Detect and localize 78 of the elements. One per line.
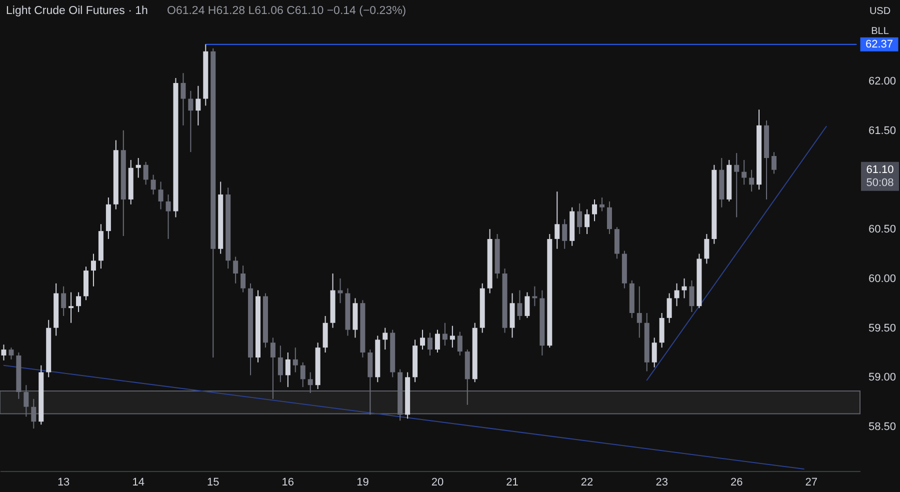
candlestick xyxy=(682,278,687,299)
x-tick-label: 15 xyxy=(207,476,220,488)
candlestick xyxy=(652,337,657,368)
candlestick xyxy=(300,362,306,388)
candlestick xyxy=(68,292,74,324)
x-tick-label: 23 xyxy=(656,476,668,488)
candlestick xyxy=(704,234,710,264)
candlestick xyxy=(150,174,156,196)
y-tick-label: 62.00 xyxy=(868,75,896,88)
candlestick xyxy=(524,292,530,318)
candlestick xyxy=(674,282,680,307)
x-tick-label: 21 xyxy=(506,476,518,488)
chart-title: Light Crude Oil Futures · 1h xyxy=(6,5,148,17)
candlestick xyxy=(592,198,598,222)
candlestick xyxy=(1,344,6,361)
candlestick xyxy=(308,372,313,394)
candlestick xyxy=(577,202,582,235)
candlestick xyxy=(434,329,440,354)
candlestick xyxy=(457,331,462,356)
candlestick xyxy=(143,161,148,186)
candlestick xyxy=(90,253,96,287)
candlestick xyxy=(31,398,36,430)
candlestick xyxy=(554,191,560,250)
text: 61.10 xyxy=(866,164,894,176)
candlestick xyxy=(562,218,568,250)
y-tick-label: 59.50 xyxy=(868,322,896,334)
candlestick xyxy=(689,280,694,313)
candlestick xyxy=(233,256,238,284)
candlestick xyxy=(532,286,538,307)
candlestick xyxy=(166,194,171,240)
candlestick xyxy=(196,85,201,126)
data-label: 62.37 xyxy=(865,38,894,50)
candlestick xyxy=(382,327,388,350)
candlestick xyxy=(8,347,14,360)
candlestick xyxy=(636,286,642,338)
candlestick xyxy=(338,278,343,304)
y-tick-label: 60.50 xyxy=(868,224,896,236)
x-tick-label: 27 xyxy=(805,476,818,488)
candlestick xyxy=(734,152,740,218)
candlestick xyxy=(749,169,754,192)
candlestick xyxy=(285,352,290,388)
text: USD xyxy=(869,6,891,17)
candlestick xyxy=(136,157,141,178)
candlestick xyxy=(442,322,448,346)
candlestick xyxy=(270,337,276,400)
candlestick xyxy=(278,345,283,383)
x-tick-label: 13 xyxy=(57,476,70,488)
candlestick xyxy=(76,292,82,313)
candlestick xyxy=(428,332,432,356)
candlestick xyxy=(742,159,747,186)
candlestick xyxy=(24,384,29,418)
y-tick-label: 58.50 xyxy=(868,421,896,434)
x-tick-label: 20 xyxy=(431,476,444,488)
y-tick-label: 60.00 xyxy=(868,272,896,285)
x-tick-label: 14 xyxy=(132,476,144,488)
text: BLL xyxy=(871,26,890,37)
candlestick xyxy=(420,329,426,350)
candlestick xyxy=(180,72,186,126)
x-tick-label: 19 xyxy=(356,476,369,488)
y-tick-label: 59.00 xyxy=(868,372,896,384)
candlestick xyxy=(188,90,194,153)
candlestick xyxy=(158,181,164,210)
candlestick xyxy=(606,200,612,235)
candlestick xyxy=(61,286,66,316)
candlestick xyxy=(517,290,522,320)
y-tick-label: 61.50 xyxy=(868,124,896,137)
x-tick-label: 16 xyxy=(282,476,294,488)
candlestick xyxy=(240,265,246,293)
candlestick xyxy=(772,152,776,174)
text: 50:08 xyxy=(866,176,894,189)
candlestick xyxy=(450,325,455,348)
chart-subtitle: O61.24 H61.28 L61.06 C61.10 −0.14 (−0.23%) xyxy=(167,5,406,17)
candlestick xyxy=(292,347,298,373)
candlestick xyxy=(666,292,672,324)
x-tick-label: 22 xyxy=(580,476,594,488)
candlestick xyxy=(584,208,590,235)
candlestick xyxy=(600,196,604,212)
x-tick-label: 26 xyxy=(730,476,743,488)
